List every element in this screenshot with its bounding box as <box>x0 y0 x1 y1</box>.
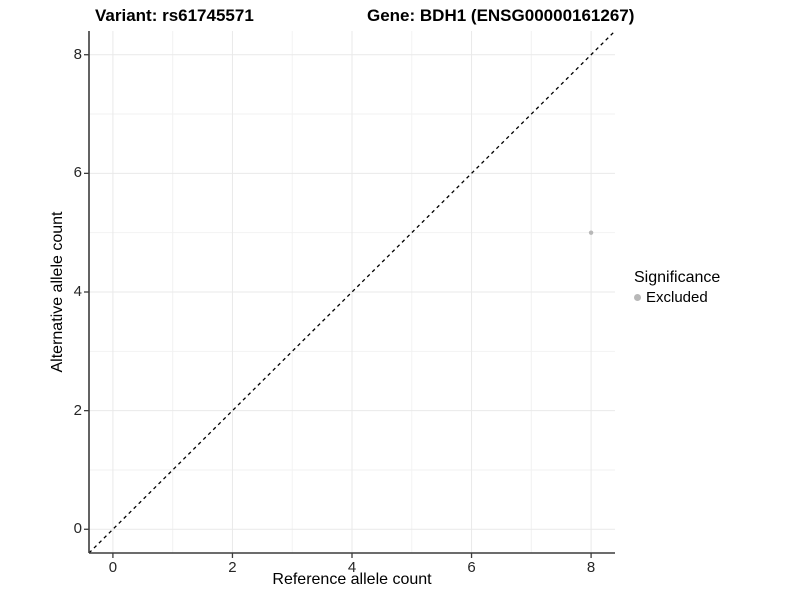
identity-line <box>88 30 616 554</box>
legend: Significance Excluded <box>634 269 720 306</box>
y-tick-label: 2 <box>73 401 82 419</box>
legend-title: Significance <box>634 269 721 286</box>
gene-title: Gene: BDH1 (ENSG00000161267) <box>367 6 635 25</box>
y-tick-label: 4 <box>73 283 82 300</box>
x-tick-label: 4 <box>347 559 357 576</box>
legend-point-icon <box>634 294 641 301</box>
y-tick-label: 0 <box>73 520 82 538</box>
legend-item-label: Excluded <box>646 289 708 306</box>
y-tick-label: 6 <box>73 164 82 182</box>
x-axis-title: Reference allele count <box>272 571 432 588</box>
x-tick-label: 2 <box>228 559 237 576</box>
x-tick-label: 6 <box>467 559 476 576</box>
y-tick-label: 8 <box>73 45 82 63</box>
x-tick-label: 8 <box>586 559 596 576</box>
variant-title: Variant: rs61745571 <box>95 6 254 25</box>
data-point <box>588 230 594 235</box>
legend-item-excluded: Excluded <box>634 289 720 306</box>
x-tick-label: 0 <box>108 559 118 576</box>
